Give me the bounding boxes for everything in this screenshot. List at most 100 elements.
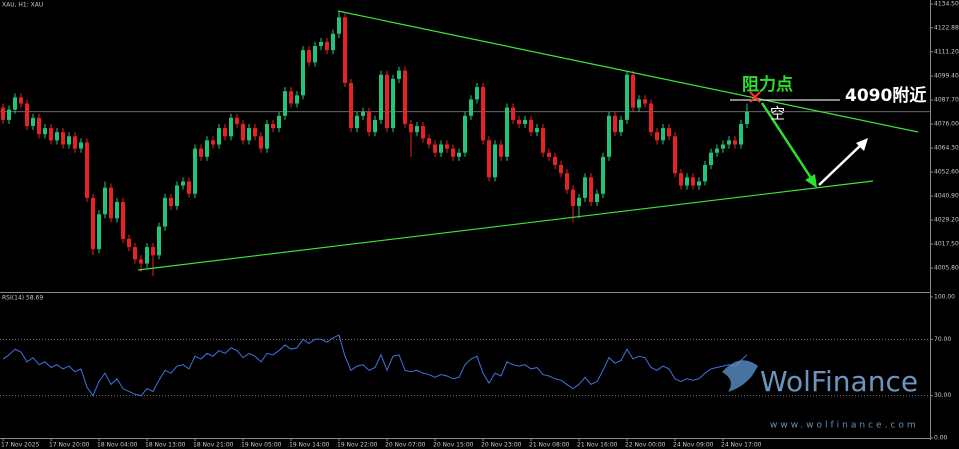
candle-body	[187, 181, 191, 194]
candle-body	[415, 126, 419, 133]
x-tick-label: 18 Nov 13:00	[145, 442, 186, 449]
down-arrow-head	[805, 174, 817, 188]
candle-body	[289, 91, 293, 104]
candle-body	[349, 82, 353, 129]
candle-body	[457, 152, 461, 157]
candle-body	[481, 87, 485, 141]
candle-body	[181, 181, 185, 186]
candle-body	[337, 17, 341, 34]
candle-body	[235, 117, 239, 124]
candle-body	[475, 87, 479, 100]
candle-body	[529, 119, 533, 133]
candle-body	[175, 185, 179, 207]
candle-body	[313, 46, 317, 63]
candle-body	[625, 74, 629, 120]
candle-body	[421, 126, 425, 139]
candle-body	[709, 152, 713, 166]
candle-body	[343, 17, 347, 83]
candle-body	[409, 124, 413, 133]
candle-body	[367, 111, 371, 133]
candle-body	[253, 128, 257, 137]
x-tick-label: 17 Nov 20:00	[49, 442, 90, 449]
candle-body	[745, 111, 749, 124]
candle-body	[613, 115, 617, 133]
candle-body	[25, 103, 29, 127]
y-tick-label: 4099.40	[934, 73, 959, 80]
y-tick-label: 4005.80	[934, 265, 959, 272]
candle-body	[229, 117, 233, 137]
x-tick-label: 21 Nov 08:00	[529, 442, 570, 449]
watermark-brand: WolFinance	[760, 365, 918, 398]
candle-body	[655, 132, 659, 141]
candle-body	[649, 103, 653, 133]
rsi-title: RSI(14) 58.69	[2, 295, 43, 302]
y-tick-label: 4064.30	[934, 145, 959, 152]
candle-body	[307, 50, 311, 63]
up-arrow-head	[856, 138, 868, 151]
candle-body	[271, 124, 275, 129]
y-tick-label: 0.00	[934, 435, 948, 442]
candle-body	[379, 74, 383, 120]
candle-body	[397, 70, 401, 79]
x-tick-label: 19 Nov 22:00	[337, 442, 378, 449]
resistance-cross	[749, 91, 761, 103]
resistance-label: 阻力点	[742, 74, 793, 95]
candle-body	[55, 132, 59, 141]
candle-body	[265, 124, 269, 149]
candle-body	[505, 107, 509, 157]
candle-body	[727, 140, 731, 145]
candle-body	[103, 187, 107, 215]
candle-body	[13, 97, 17, 110]
candle-body	[283, 91, 287, 116]
candle-body	[259, 136, 263, 149]
candle-body	[145, 247, 149, 264]
candle-body	[391, 78, 395, 129]
level-label: 4090附近	[845, 85, 926, 106]
watermark-logo	[722, 360, 758, 392]
candle-body	[217, 128, 221, 145]
candle-body	[31, 117, 35, 127]
candle-body	[427, 138, 431, 145]
candle-body	[1, 107, 5, 120]
y-tick-label: 4076.00	[934, 121, 959, 128]
y-tick-label: 4017.50	[934, 241, 959, 248]
candle-body	[535, 128, 539, 133]
candle-body	[37, 117, 41, 135]
candle-body	[589, 177, 593, 202]
candle-body	[553, 156, 557, 166]
candle-body	[469, 99, 473, 116]
candle-body	[607, 115, 611, 157]
candle-body	[151, 247, 155, 256]
candle-body	[199, 148, 203, 157]
y-tick-label: 4052.60	[934, 169, 959, 176]
candle-body	[319, 41, 323, 47]
candle-body	[43, 128, 47, 135]
candle-body	[445, 144, 449, 149]
candle-body	[97, 214, 101, 250]
candle-body	[715, 148, 719, 153]
candle-body	[739, 124, 743, 145]
candle-body	[463, 115, 467, 153]
y-tick-label: 4087.70	[934, 97, 959, 104]
candle-body	[559, 165, 563, 174]
candle-body	[355, 115, 359, 129]
x-tick-label: 24 Nov 17:00	[721, 442, 762, 449]
x-tick-label: 20 Nov 07:00	[385, 442, 426, 449]
candle-body	[583, 177, 587, 198]
candle-body	[7, 109, 11, 120]
candle-body	[67, 136, 71, 145]
candle-body	[685, 177, 689, 186]
candle-body	[673, 136, 677, 174]
candle-body	[439, 144, 443, 153]
candle-body	[523, 119, 527, 124]
x-tick-label: 24 Nov 09:00	[673, 442, 714, 449]
candle-body	[517, 119, 521, 124]
candle-body	[73, 136, 77, 149]
candle-body	[547, 152, 551, 157]
candle-body	[493, 144, 497, 178]
candle-body	[385, 74, 389, 129]
watermark-url: www.wolfinance.com	[770, 421, 919, 431]
candle-body	[499, 144, 503, 157]
up-arrow	[818, 143, 863, 186]
